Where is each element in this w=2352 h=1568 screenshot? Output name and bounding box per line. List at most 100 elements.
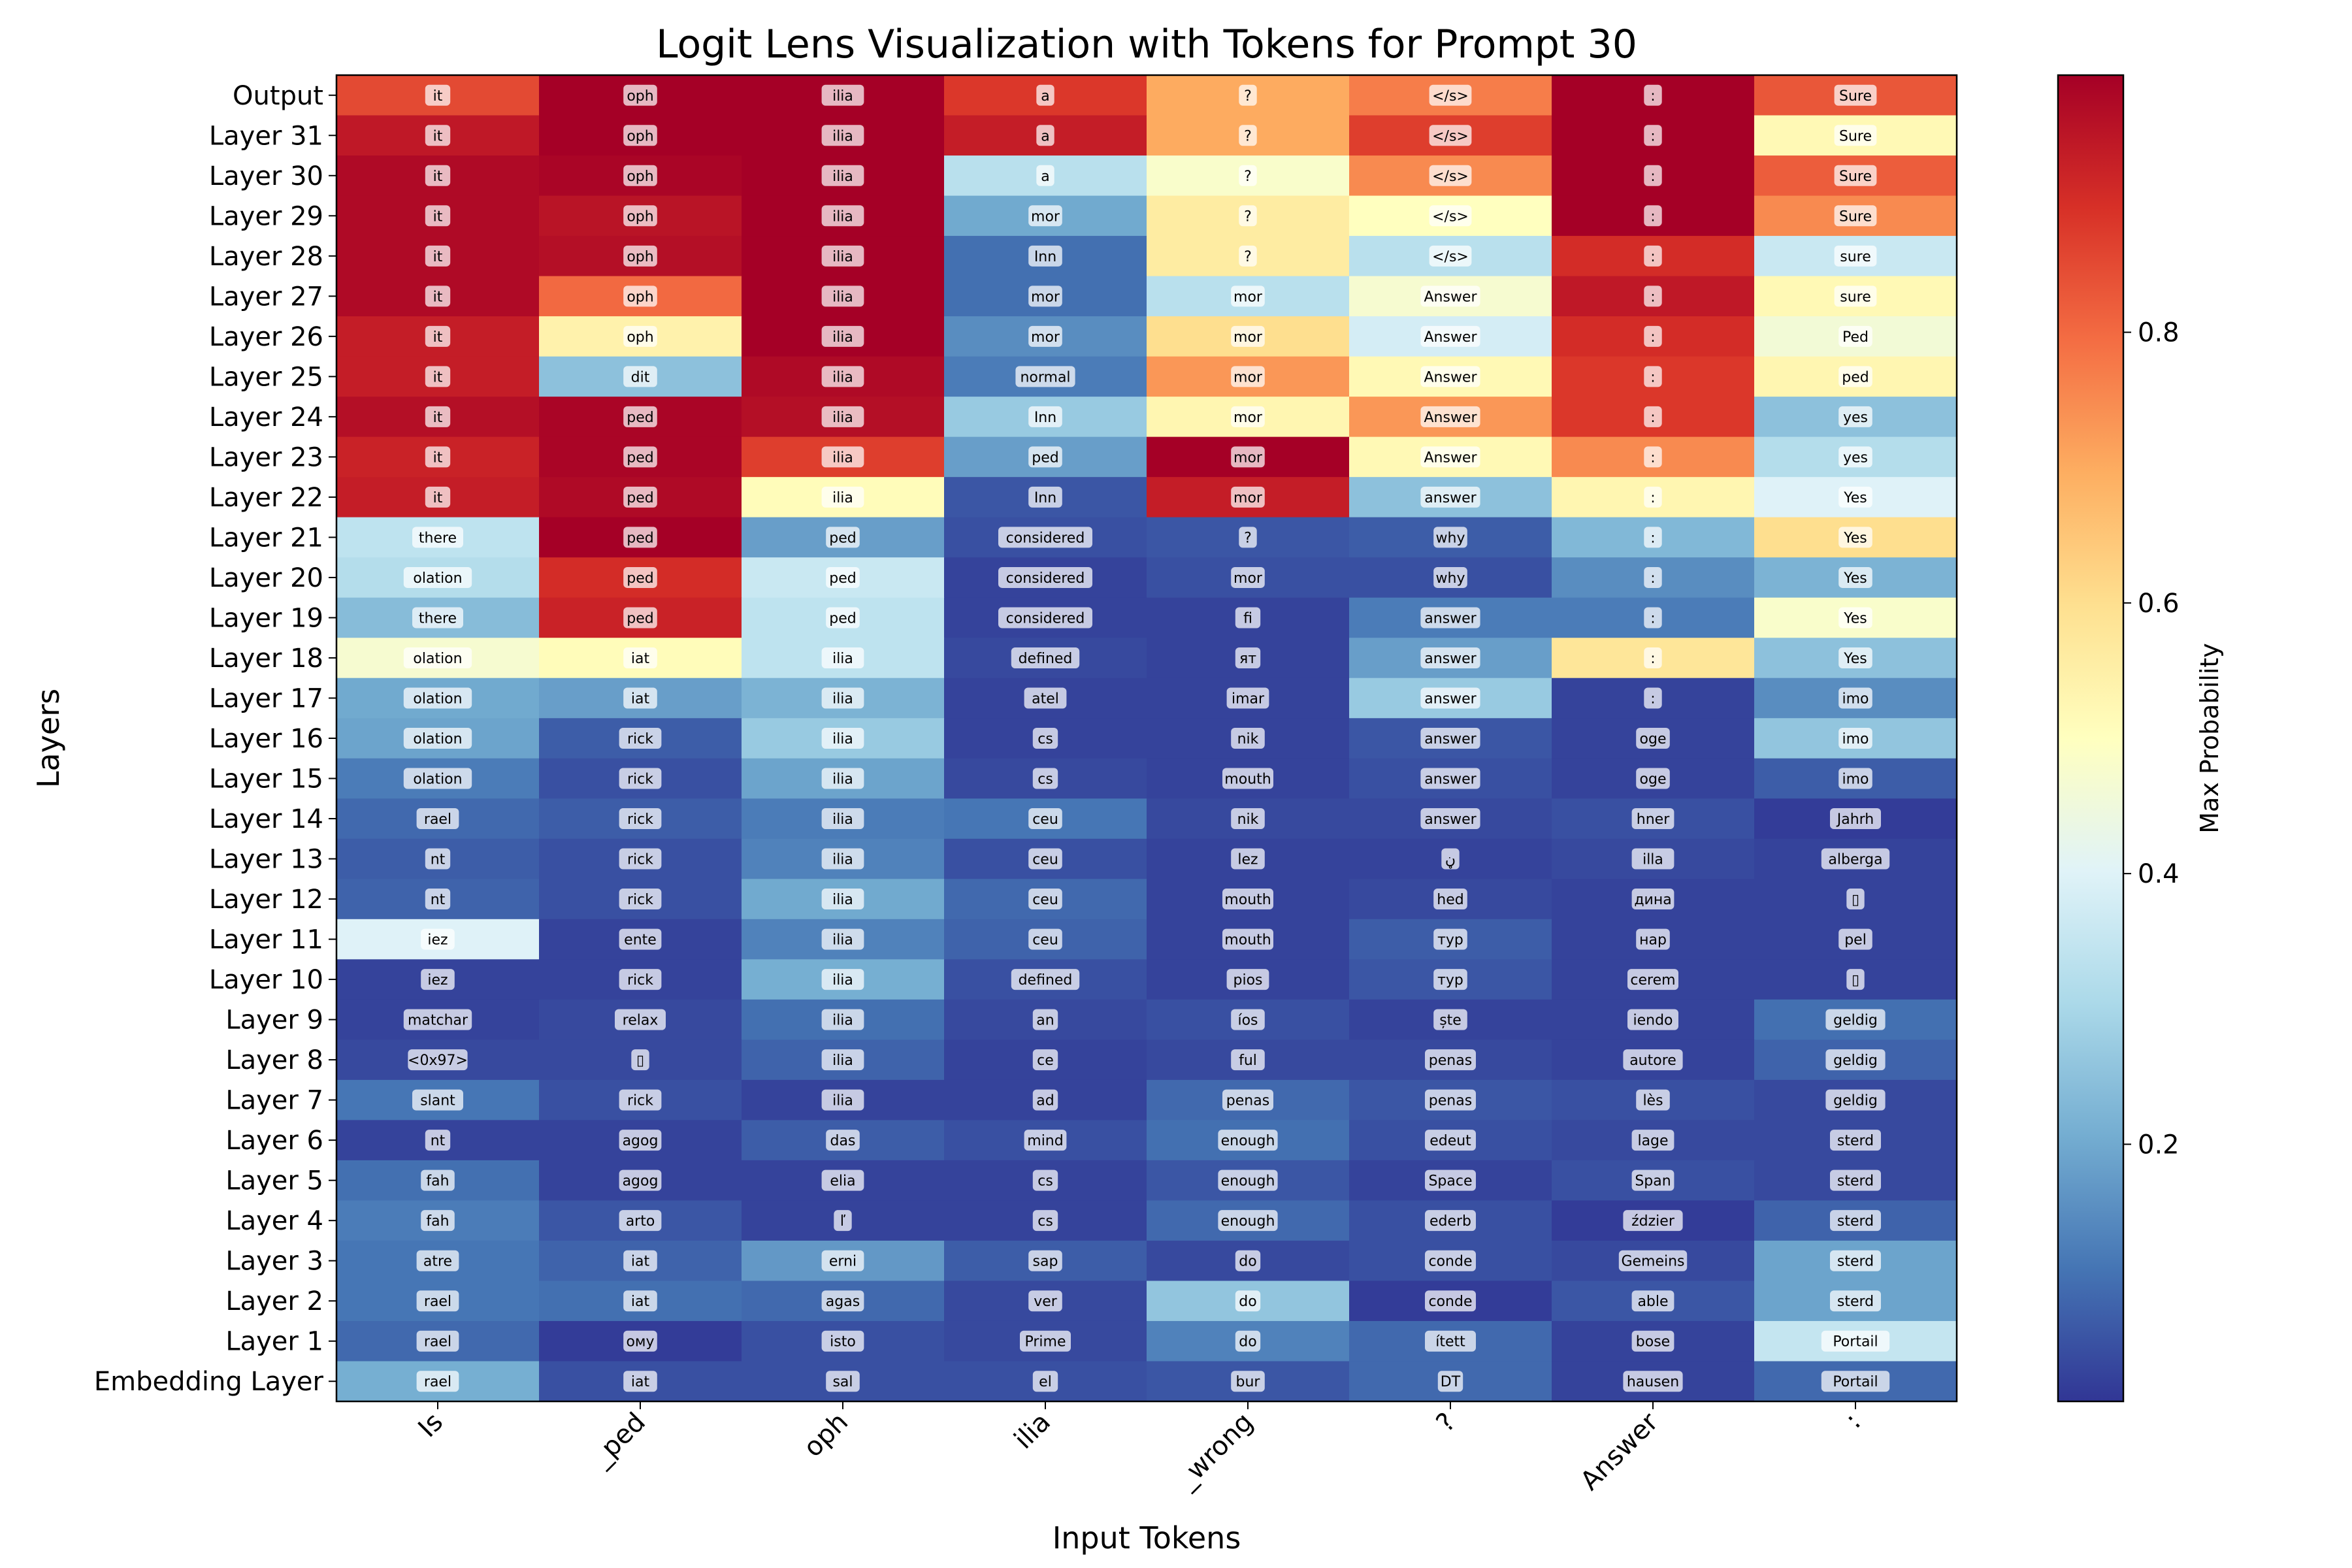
cell-token-box [623, 325, 657, 347]
cell-token-label: ilia [832, 410, 853, 426]
y-tick-label: Layer 21 [209, 523, 323, 553]
cell-token-box [425, 446, 451, 468]
colorbar-label: Max Probability [2195, 643, 2224, 834]
cell-token-label: : [1650, 530, 1655, 546]
cell-token-box [1644, 125, 1662, 146]
cell-token-box [425, 84, 451, 106]
cell-token-label: do [1239, 1334, 1256, 1350]
cell-token-box [1429, 245, 1472, 267]
cell-token-label: : [1650, 169, 1655, 185]
cell-token-box [1834, 286, 1877, 307]
cell-token-label: conde [1429, 1254, 1473, 1270]
cell-token-label: ڼ [1445, 852, 1456, 870]
cell-token-label: do [1239, 1294, 1256, 1310]
cell-token-box [408, 1049, 468, 1071]
cell-token-label: arto [626, 1213, 655, 1230]
cell-token-label: able [1637, 1294, 1668, 1310]
cell-token-box [425, 1130, 451, 1151]
cell-token-label: penas [1226, 1093, 1269, 1109]
cell-token-label: imo [1842, 691, 1869, 707]
cell-token-box [615, 1009, 666, 1030]
cell-token-label: ped [829, 610, 856, 627]
cell-token-label: : [1650, 490, 1655, 506]
cell-token-label: Answer [1424, 289, 1477, 305]
x-tick-label: Answer [1575, 1407, 1664, 1496]
cell-token-label: enough [1221, 1173, 1275, 1190]
cell-token-box [821, 1049, 864, 1071]
x-tick-label: Is [412, 1407, 449, 1444]
cell-token-label: Yes [1843, 610, 1867, 627]
y-tick-label: Layer 10 [209, 965, 323, 995]
cell-token-box [1830, 1130, 1881, 1151]
cell-token-box [1425, 1089, 1476, 1111]
cell-token-box [1644, 165, 1662, 186]
cell-token-label: why [1436, 530, 1465, 546]
cell-token-label: atel [1032, 691, 1059, 707]
cell-token-box [1838, 728, 1872, 749]
cell-token-label: slant [420, 1093, 455, 1109]
cell-token-label: nt [431, 852, 446, 868]
cell-token-box [1644, 366, 1662, 387]
cell-token-label: Jahrh [1836, 811, 1874, 828]
cell-token-box [1834, 205, 1877, 227]
cell-token-box [1032, 728, 1058, 749]
cell-token-label: Inn [1034, 410, 1056, 426]
cell-token-box [412, 1089, 463, 1111]
cell-token-label: ilia [832, 691, 853, 707]
cell-token-label: rael [424, 1294, 451, 1310]
y-tick-label: Layer 31 [209, 121, 323, 151]
cell-token-label: ilia [832, 852, 853, 868]
cell-token-label: olation [413, 570, 462, 587]
cell-token-label: Yes [1843, 490, 1867, 506]
cell-token-box [1838, 687, 1872, 709]
cell-token-box [425, 325, 451, 347]
cell-token-label: autore [1629, 1053, 1676, 1069]
cell-token-box [1644, 527, 1662, 548]
cell-token-label: answer [1424, 811, 1477, 828]
cell-token-label: oph [627, 289, 653, 305]
cell-token-box [821, 325, 864, 347]
cell-token-box [1222, 928, 1273, 950]
cell-token-box [619, 969, 662, 990]
y-tick-label: Layer 11 [209, 925, 323, 955]
cell-token-label: íos [1237, 1013, 1258, 1029]
cell-token-label: isto [830, 1334, 856, 1350]
cell-token-label: ilia [832, 128, 853, 144]
cell-token-label: : [1650, 128, 1655, 144]
y-tick-label: Layer 27 [209, 282, 323, 312]
cell-token-label: oph [627, 169, 653, 185]
cell-token-box [1821, 1371, 1890, 1392]
cell-token-box [619, 928, 662, 950]
cell-token-label: <0x97> [408, 1053, 468, 1069]
cell-token-label: rael [424, 1374, 451, 1390]
cell-token-label: Sure [1839, 88, 1872, 105]
cell-token-label: Portail [1833, 1374, 1878, 1390]
cell-token-box [826, 527, 860, 548]
cell-token-box [821, 728, 864, 749]
cell-token-box [623, 1330, 657, 1352]
cell-token-label: bur [1236, 1374, 1261, 1390]
cell-token-box [1821, 848, 1890, 870]
cell-token-box [1433, 566, 1467, 588]
cell-token-label: ped [829, 530, 856, 546]
cell-token-box [403, 728, 472, 749]
cell-token-label: ceu [1032, 892, 1058, 908]
cell-token-box [1834, 125, 1877, 146]
x-axis-ticks: Is _ped oph ilia _wrong? Answer: [412, 1401, 1867, 1496]
cell-token-box [1036, 84, 1054, 106]
cell-token-label: ▯ [1852, 972, 1859, 988]
cell-token-box [403, 647, 472, 668]
cell-token-box [1420, 808, 1480, 830]
cell-token-box [1838, 446, 1872, 468]
y-tick-label: Layer 6 [225, 1126, 323, 1156]
y-tick-label: Layer 16 [209, 724, 323, 754]
cell-token-box [1838, 366, 1872, 387]
y-tick-label: Layer 1 [225, 1327, 323, 1357]
cell-token-box [623, 84, 657, 106]
cell-token-box [1420, 446, 1480, 468]
cell-token-box [1425, 1049, 1476, 1071]
cell-token-box [821, 1330, 864, 1352]
cell-token-label: it [433, 289, 443, 305]
cell-token-box [1636, 728, 1670, 749]
cell-token-label: : [1650, 208, 1655, 225]
